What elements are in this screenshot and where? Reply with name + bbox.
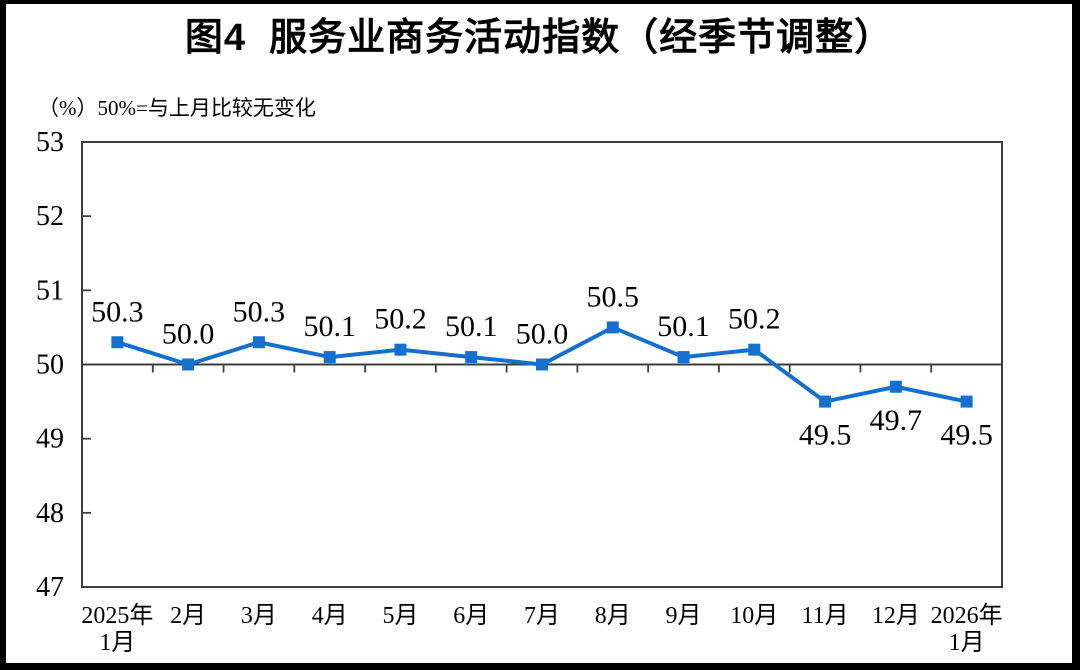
data-label: 50.1 bbox=[657, 310, 710, 343]
data-label: 50.0 bbox=[516, 318, 569, 351]
y-axis-label: 51 bbox=[36, 275, 64, 306]
x-axis-label: 7月 bbox=[524, 603, 560, 629]
x-axis-label: 4月 bbox=[312, 603, 348, 629]
data-point-marker bbox=[748, 343, 761, 356]
data-label: 49.7 bbox=[870, 404, 923, 437]
data-label: 50.1 bbox=[303, 310, 356, 343]
data-point-marker bbox=[323, 351, 336, 364]
data-point-marker bbox=[677, 351, 690, 364]
x-axis-label: 1月 bbox=[949, 630, 985, 656]
x-axis-label: 5月 bbox=[382, 603, 418, 629]
data-point-marker bbox=[889, 380, 902, 393]
data-label: 49.5 bbox=[799, 419, 852, 452]
y-axis-label: 47 bbox=[36, 572, 64, 603]
data-label: 50.2 bbox=[374, 303, 427, 336]
y-axis-label: 49 bbox=[36, 424, 64, 455]
x-axis-label: 8月 bbox=[595, 603, 631, 629]
x-axis-label: 12月 bbox=[872, 603, 920, 629]
data-point-marker bbox=[536, 358, 548, 371]
x-axis-label: 1月 bbox=[99, 630, 135, 656]
data-point-marker bbox=[182, 358, 195, 371]
x-axis-label: 2025年 bbox=[81, 602, 153, 629]
data-point-marker bbox=[252, 336, 265, 349]
data-point-marker bbox=[465, 351, 478, 364]
data-point-marker bbox=[394, 343, 407, 356]
x-axis-label: 3月 bbox=[241, 603, 277, 629]
axis-unit-note: （%）50%=与上月比较无变化 bbox=[38, 96, 316, 120]
data-label: 50.1 bbox=[445, 310, 498, 343]
x-axis-label: 2026年 bbox=[931, 602, 1003, 629]
y-axis-label: 48 bbox=[36, 498, 64, 529]
x-axis-label: 6月 bbox=[453, 603, 489, 629]
x-axis-label: 11月 bbox=[802, 603, 849, 629]
data-point-marker bbox=[606, 321, 619, 334]
data-label: 50.0 bbox=[162, 318, 215, 351]
chart-title: 图4 服务业商务活动指数（经季节调整） bbox=[184, 17, 894, 59]
data-label: 50.3 bbox=[91, 295, 144, 328]
y-axis-label: 50 bbox=[36, 350, 64, 381]
y-axis-label: 52 bbox=[36, 201, 64, 232]
data-point-marker bbox=[960, 395, 973, 408]
data-label: 50.5 bbox=[587, 280, 640, 313]
x-axis-label: 9月 bbox=[666, 603, 702, 629]
data-label: 50.3 bbox=[233, 295, 286, 328]
y-axis-label: 53 bbox=[36, 127, 64, 158]
data-label: 50.2 bbox=[728, 303, 781, 336]
data-label: 49.5 bbox=[940, 419, 993, 452]
x-axis-label: 10月 bbox=[730, 603, 778, 629]
x-axis-label: 2月 bbox=[170, 603, 206, 629]
data-point-marker bbox=[111, 336, 124, 349]
data-point-marker bbox=[819, 395, 832, 408]
